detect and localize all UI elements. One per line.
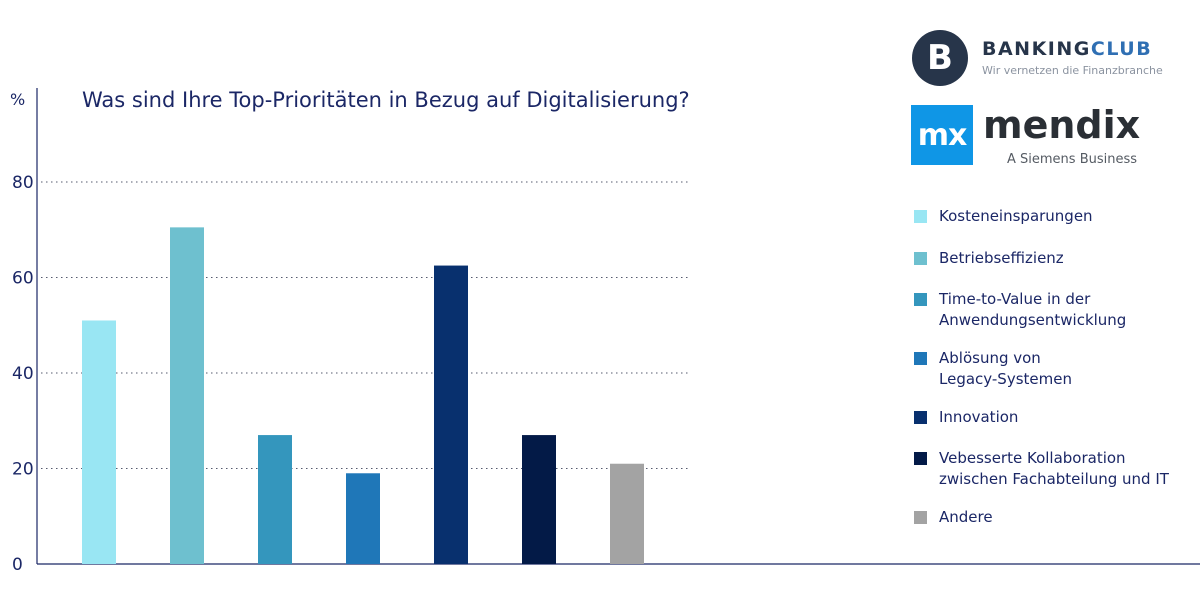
bankingclub-tagline: Wir vernetzen die Finanzbranche: [982, 64, 1163, 77]
y-tick-label: 60: [12, 269, 34, 289]
bankingclub-badge-icon: B: [912, 30, 968, 86]
bar-5: [434, 265, 468, 564]
chart-title: Was sind Ihre Top-Prioritäten in Bezug a…: [82, 88, 690, 112]
legend-label: Ablösung von Legacy-Systemen: [939, 349, 1072, 388]
legend-swatch: [914, 293, 927, 306]
legend-label: Betriebseffizienz: [939, 249, 1064, 267]
bar-1: [82, 320, 116, 564]
bar-7: [610, 463, 644, 564]
mendix-badge-icon: mx: [911, 105, 973, 165]
legend-label: Vebesserte Kollaboration zwischen Fachab…: [939, 449, 1169, 488]
mendix-subtitle: A Siemens Business: [1007, 152, 1138, 167]
legend-swatch: [914, 210, 927, 223]
legend-swatch: [914, 511, 927, 524]
legend-label: Kosteneinsparungen: [939, 207, 1093, 225]
legend-item: Betriebseffizienz: [914, 248, 1064, 269]
legend-item: Time-to-Value in der Anwendungsentwicklu…: [914, 289, 1126, 331]
legend-item: Vebesserte Kollaboration zwischen Fachab…: [914, 448, 1169, 490]
legend-item: Ablösung von Legacy-Systemen: [914, 348, 1072, 390]
legend-item: Andere: [914, 507, 993, 528]
mendix-logo: mx mendix A Siemens Business: [911, 103, 1171, 169]
legend-label: Time-to-Value in der Anwendungsentwicklu…: [939, 290, 1127, 329]
legend-item: Kosteneinsparungen: [914, 206, 1093, 227]
y-tick-label: 80: [12, 173, 34, 193]
bar-2: [170, 227, 204, 565]
bankingclub-wordmark: BANKINGCLUB: [982, 38, 1153, 60]
bar-4: [346, 473, 380, 564]
legend-swatch: [914, 252, 927, 265]
mendix-wordmark: mendix: [983, 103, 1141, 147]
legend-swatch: [914, 452, 927, 465]
legend-item: Innovation: [914, 407, 1018, 428]
y-axis-unit-label: %: [10, 90, 26, 109]
legend-label: Andere: [939, 508, 993, 526]
y-tick-label: 0: [12, 555, 23, 575]
bar-6: [522, 435, 556, 564]
legend-swatch: [914, 411, 927, 424]
y-tick-label: 20: [12, 460, 34, 480]
y-tick-label: 40: [12, 364, 34, 384]
legend-swatch: [914, 352, 927, 365]
bankingclub-logo: B BANKINGCLUB Wir vernetzen die Finanzbr…: [912, 30, 1192, 90]
legend-label: Innovation: [939, 408, 1019, 426]
bar-3: [258, 435, 292, 564]
